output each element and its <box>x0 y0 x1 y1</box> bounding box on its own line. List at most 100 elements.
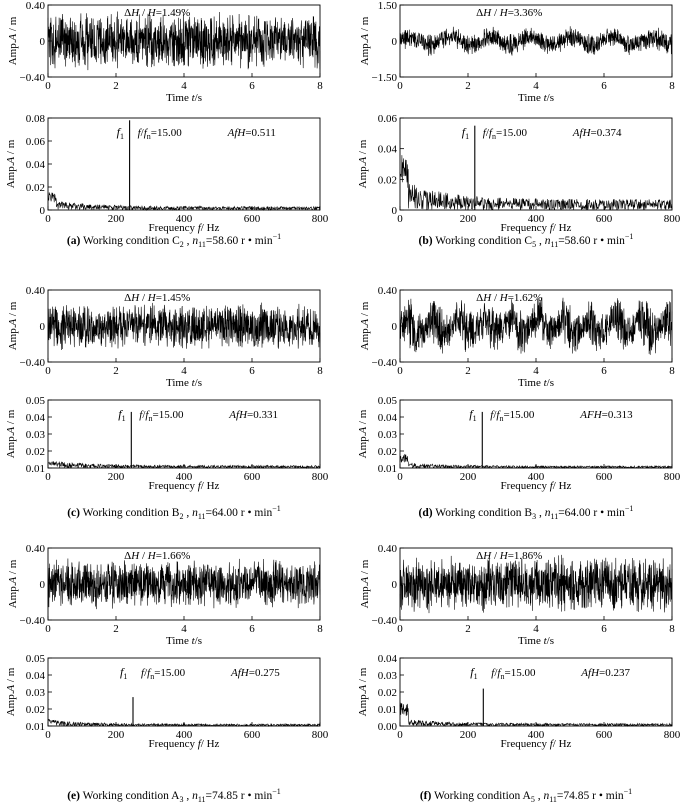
ratio-value: =15.00 <box>154 667 185 679</box>
y-tick-label: −0.40 <box>20 615 46 627</box>
y-tick-label: 0 <box>392 321 398 333</box>
ratio-slash: / <box>141 127 145 139</box>
frequency-ratio-label: f/fn=15.00 <box>490 409 535 423</box>
x-tick-label: 6 <box>601 623 607 635</box>
caption-sup: −1 <box>625 232 634 241</box>
x-axis-title: Time t/s <box>166 92 202 104</box>
afh-value: =0.331 <box>247 409 278 421</box>
x-axis-title: Time t/s <box>166 377 202 389</box>
spectrum-plot-e: 0.01 0.02 0.03 0.04 0.05 0 200 400 600 800 Frequen… <box>5 653 329 750</box>
ratio-slash: / <box>494 667 498 679</box>
y-tick-label: 0.05 <box>26 395 46 407</box>
caption-n: n <box>543 790 549 802</box>
spectrum-line <box>399 155 673 211</box>
caption-sub: 2 <box>179 512 183 521</box>
x-tick-label: 200 <box>108 213 125 225</box>
x-tick-label: 600 <box>244 729 261 741</box>
caption-d: (d) Working condition B3 , n11=64.00 r •… <box>419 504 634 521</box>
spectrum-plot-a: 0 0.02 0.04 0.06 0.08 0 200 400 600 800 Frequency … <box>5 113 329 234</box>
peak-label-var: f <box>462 125 467 139</box>
time-series-line <box>399 554 673 614</box>
caption-c: (c) Working condition B2 , n11=64.00 r •… <box>67 504 281 521</box>
y-tick-label: 0.03 <box>378 429 398 441</box>
afh-label: AFH=0.313 <box>579 409 633 421</box>
x-tick-label: 0 <box>45 213 51 225</box>
caption-letter: (e) <box>67 790 80 802</box>
caption-n-sub: 11 <box>198 512 206 521</box>
x-axis-title-unit: / Hz <box>201 738 220 750</box>
ratio-sub: n <box>500 672 504 681</box>
caption-value: =74.85 r • min <box>557 790 624 802</box>
caption-sup: −1 <box>272 504 281 513</box>
annotation-value: =1.86% <box>508 550 543 562</box>
caption-n: n <box>545 507 551 519</box>
caption-sep: , <box>184 235 193 247</box>
y-axis-title: Amp.A / m <box>359 16 371 65</box>
annotation-slash: / <box>491 7 500 19</box>
x-tick-label: 800 <box>664 729 681 741</box>
y-axis-title: Amp.A / m <box>5 139 17 188</box>
y-axis-title-unit: / m <box>7 301 19 319</box>
time-series-line <box>399 26 673 56</box>
spectrum-plot-d: 0.01 0.02 0.03 0.04 0.05 0 200 400 600 800 Frequen… <box>357 395 681 492</box>
afh-value: =0.374 <box>591 127 622 139</box>
y-axis-title-unit: / m <box>357 139 369 157</box>
x-tick-label: 400 <box>176 729 193 741</box>
caption-text: Working condition C <box>433 235 533 247</box>
caption-sup: −1 <box>625 504 634 513</box>
time-series-line <box>47 558 321 610</box>
y-tick-label: 0.02 <box>26 182 45 194</box>
x-axis-title-var: t <box>192 92 196 104</box>
frequency-ratio-label: f/fn=15.00 <box>141 667 186 681</box>
caption-sub: 5 <box>531 795 535 804</box>
ratio-sub: n <box>148 414 152 423</box>
annotation-var: H <box>130 7 140 19</box>
y-tick-label: 0.05 <box>26 653 46 665</box>
peak-label-sub: 1 <box>465 132 469 141</box>
x-axis-title-word: Time <box>518 377 544 389</box>
afh-var: AfH <box>228 409 248 421</box>
x-axis-title: Frequency f/ Hz <box>501 222 572 234</box>
y-axis-title-word: Amp. <box>7 583 19 608</box>
y-tick-label: 0.40 <box>378 285 398 297</box>
x-axis-title-word: Time <box>166 377 192 389</box>
annotation-var: H <box>499 292 509 304</box>
spectrum-plot-c: 0.01 0.02 0.03 0.04 0.05 0 200 400 600 800 Frequen… <box>5 395 329 492</box>
y-axis-title-word: Amp. <box>359 325 371 350</box>
x-tick-label: 400 <box>528 471 545 483</box>
y-tick-label: 0.04 <box>26 159 46 171</box>
y-tick-label: 0.03 <box>26 429 46 441</box>
caption-sep: , <box>536 507 545 519</box>
annotation-value: =1.49% <box>156 7 191 19</box>
x-tick-label: 400 <box>176 213 193 225</box>
spectrum-plot-frame <box>47 117 321 211</box>
y-axis-title-unit: / m <box>7 16 19 34</box>
annotation-var: H <box>147 7 157 19</box>
annotation-delta: Δ <box>124 7 131 19</box>
y-axis-title: Amp.A / m <box>357 409 369 458</box>
x-tick-label: 600 <box>244 213 261 225</box>
y-tick-label: 0.04 <box>378 412 398 424</box>
x-axis-title-unit: /s <box>547 635 554 647</box>
ratio-slash: / <box>142 409 146 421</box>
caption-letter: (a) <box>67 235 81 247</box>
x-tick-label: 200 <box>460 213 477 225</box>
time-series-line <box>399 297 673 355</box>
y-axis-title-var: A <box>357 157 369 165</box>
x-tick-label: 0 <box>45 80 51 92</box>
x-tick-label: 800 <box>664 471 681 483</box>
y-axis-title-var: A <box>7 577 19 585</box>
peak-label: f1 <box>120 665 127 681</box>
x-tick-label: 4 <box>181 623 187 635</box>
ratio-var: f <box>489 127 494 139</box>
x-axis-title: Frequency f/ Hz <box>149 738 220 750</box>
x-axis-title-var: f <box>550 222 555 234</box>
x-tick-label: 800 <box>312 471 329 483</box>
caption-n: n <box>192 790 198 802</box>
ratio-var: f <box>497 667 502 679</box>
x-axis-title-unit: /s <box>547 377 554 389</box>
y-axis-title-unit: / m <box>357 409 369 427</box>
x-tick-label: 600 <box>596 213 613 225</box>
x-axis-title-word: Frequency <box>501 738 550 750</box>
